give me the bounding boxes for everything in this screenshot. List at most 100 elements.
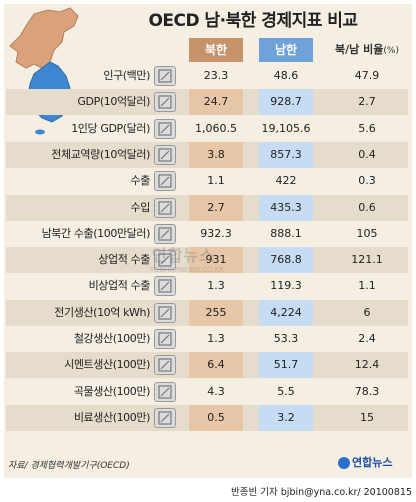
cell-north: 3.8 xyxy=(189,141,243,168)
cell-south: 422 xyxy=(275,174,297,188)
cell-south: 768.8 xyxy=(259,247,313,274)
table-row: 철강생산(100만) 1.3 53.3 2.4 xyxy=(6,326,408,352)
header-ratio-unit: (%) xyxy=(383,46,399,56)
yonhap-logo-text: 연합뉴스 xyxy=(352,456,393,469)
yonhap-logo: 연합뉴스 xyxy=(338,454,392,470)
cell-south: 4,224 xyxy=(259,299,313,326)
row-label: 남북간 수출(100만달러) xyxy=(41,226,151,240)
table-row: 비상업적 수출 1.3 119.3 1.1 xyxy=(6,273,408,299)
yonhap-logo-icon xyxy=(338,457,350,469)
cell-ratio: 1.1 xyxy=(358,279,376,293)
row-label: 철강생산(100만) xyxy=(73,332,151,345)
watermark-url: YONHAPNEWS.CO.KR xyxy=(150,266,224,274)
table-row: 인구(백만) 23.3 48.6 47.9 xyxy=(6,63,408,89)
cell-north: 23.3 xyxy=(203,69,229,82)
row-label: 수출 xyxy=(130,174,151,188)
table-row: 상업적 수출 931 768.8 121.1 xyxy=(6,247,408,274)
header-south: 남한 xyxy=(259,38,313,62)
table-row: 시멘트생산(100만) 6.4 51.7 12.4 xyxy=(6,352,408,379)
cell-south: 51.7 xyxy=(259,352,313,379)
cell-ratio: 2.4 xyxy=(358,332,376,345)
source-note: 자료/ 경제협력개발기구(OECD) xyxy=(8,461,130,471)
cell-north: 6.4 xyxy=(189,352,243,379)
cell-ratio: 2.7 xyxy=(358,95,376,109)
chart-panel xyxy=(4,4,412,478)
cell-ratio: 0.4 xyxy=(358,147,376,161)
row-label: 인구(백만) xyxy=(103,69,150,82)
table-row: 수입 2.7 435.3 0.6 xyxy=(6,194,408,221)
table-row: 전기생산(10억 kWh) 255 4,224 6 xyxy=(6,299,408,326)
cell-south: 435.3 xyxy=(259,194,313,221)
steel-icon xyxy=(154,329,176,349)
gdp-icon xyxy=(154,92,176,113)
row-label: 1인당 GDP(달러) xyxy=(71,121,150,135)
table-row: 비료생산(100만) 0.5 3.2 15 xyxy=(6,404,408,431)
byline: 반종빈 기자 bjbin@yna.co.kr/ 20100815 xyxy=(231,487,412,498)
trade-volume-icon xyxy=(154,144,176,165)
table-row: 수출 1.1 422 0.3 xyxy=(6,168,408,194)
cell-ratio: 47.9 xyxy=(354,69,380,82)
export-icon xyxy=(154,171,176,192)
jeju-island-shape xyxy=(35,129,45,135)
row-label: 전체교역량(10억달러) xyxy=(51,147,150,161)
cell-north: 1.1 xyxy=(207,174,225,188)
table-row: GDP(10억달러) 24.7 928.7 2.7 xyxy=(6,89,408,116)
cell-north: 2.7 xyxy=(189,194,243,221)
header-ratio-label: 북/남 비율 xyxy=(335,43,384,56)
cell-south: 3.2 xyxy=(259,404,313,431)
cell-south: 119.3 xyxy=(270,279,302,293)
per-capita-gdp-icon xyxy=(154,118,176,139)
row-label: 비료생산(100만) xyxy=(73,410,151,424)
grain-icon xyxy=(154,381,176,402)
population-icon xyxy=(154,66,176,86)
cell-south: 5.5 xyxy=(277,384,295,398)
header-north: 북한 xyxy=(189,38,243,62)
cement-icon xyxy=(154,355,176,376)
cell-ratio: 121.1 xyxy=(351,253,383,267)
commercial-export-icon xyxy=(154,250,176,271)
row-label: 전기생산(10억 kWh) xyxy=(54,305,150,319)
row-label: 상업적 수출 xyxy=(98,253,150,267)
north-korea-shape xyxy=(9,7,79,69)
electricity-icon xyxy=(154,302,176,323)
cell-south: 888.1 xyxy=(270,226,302,240)
cell-south: 19,105.6 xyxy=(261,121,311,135)
cell-north: 1,060.5 xyxy=(195,121,237,135)
cell-ratio: 5.6 xyxy=(358,121,376,135)
cell-north: 255 xyxy=(189,299,243,326)
row-label: 비상업적 수출 xyxy=(88,279,151,293)
cell-south: 928.7 xyxy=(259,89,313,116)
table-row: 1인당 GDP(달러) 1,060.5 19,105.6 5.6 xyxy=(6,116,408,142)
noncommercial-export-icon xyxy=(154,276,176,297)
cell-north: 932.3 xyxy=(200,226,232,240)
import-icon xyxy=(154,197,176,218)
cell-north: 1.3 xyxy=(207,332,225,345)
cell-ratio: 105 xyxy=(356,226,378,240)
cell-ratio: 78.3 xyxy=(354,384,380,398)
header-ratio: 북/남 비율(%) xyxy=(327,38,407,62)
fertilizer-icon xyxy=(154,407,176,428)
cell-ratio: 15 xyxy=(360,410,374,424)
cell-ratio: 0.6 xyxy=(358,200,376,214)
cell-south: 857.3 xyxy=(259,141,313,168)
inter-korean-export-icon xyxy=(154,223,176,244)
cell-north: 931 xyxy=(189,247,243,274)
watermark: 연합뉴스 xyxy=(152,246,215,265)
cell-ratio: 12.4 xyxy=(354,358,380,372)
cell-south: 48.6 xyxy=(273,69,299,82)
cell-north: 4.3 xyxy=(207,384,225,398)
cell-ratio: 0.3 xyxy=(358,174,376,188)
row-label: 곡물생산(100만) xyxy=(73,384,151,398)
row-label: 수입 xyxy=(130,200,151,214)
table-row: 전체교역량(10억달러) 3.8 857.3 0.4 xyxy=(6,141,408,168)
cell-north: 24.7 xyxy=(189,89,243,116)
row-label: 시멘트생산(100만) xyxy=(64,358,150,372)
cell-ratio: 6 xyxy=(363,305,371,319)
cell-south: 53.3 xyxy=(273,332,299,345)
table-row: 곡물생산(100만) 4.3 5.5 78.3 xyxy=(6,379,408,405)
cell-north: 1.3 xyxy=(207,279,225,293)
table-row: 남북간 수출(100만달러) 932.3 888.1 105 xyxy=(6,221,408,247)
chart-title: OECD 남·북한 경제지표 비교 xyxy=(148,11,358,31)
row-label: GDP(10억달러) xyxy=(77,95,150,109)
cell-north: 0.5 xyxy=(189,404,243,431)
